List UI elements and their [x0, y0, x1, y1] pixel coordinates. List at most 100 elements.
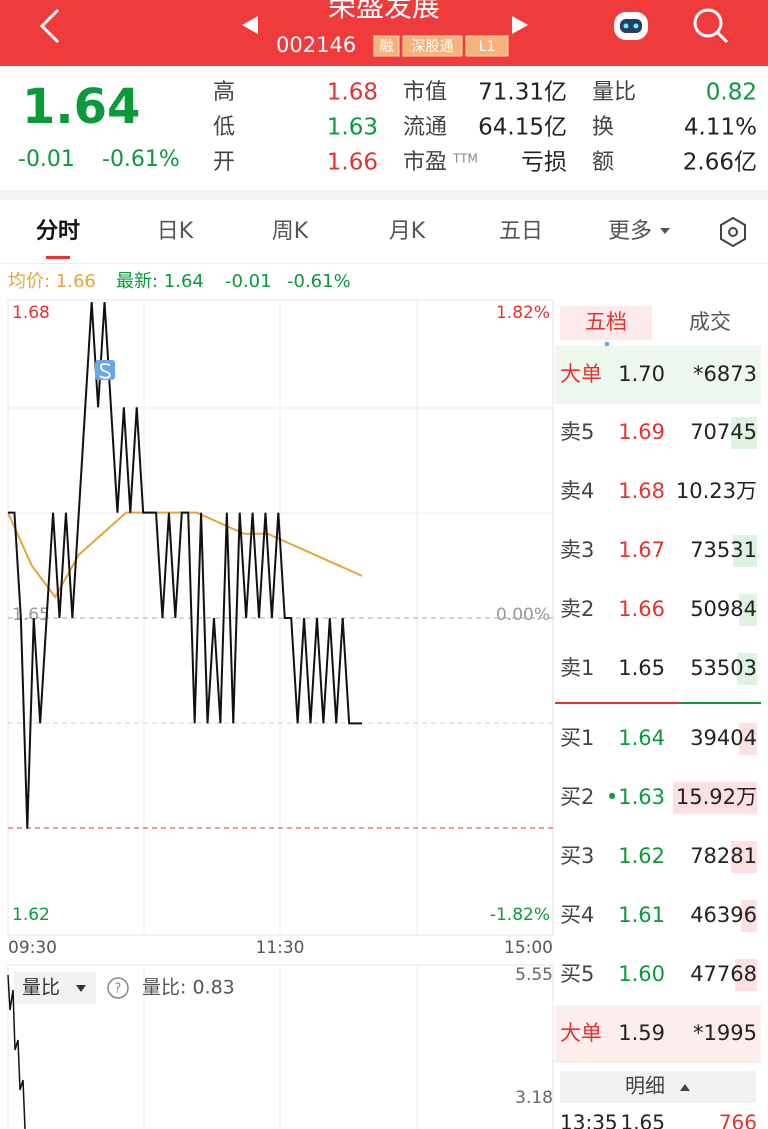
book-price: 1.69 [618, 420, 665, 444]
book-label: 大单 [560, 362, 602, 386]
price-change-pct: -0.61% [102, 147, 180, 172]
latest-price: 最新: 1.64 [116, 271, 204, 292]
avg-price: 均价: 1.66 [8, 271, 96, 292]
book-label: 买4 [560, 903, 594, 927]
volume-bar [739, 594, 757, 626]
tab-marker [605, 342, 609, 347]
book-label: 卖3 [560, 538, 594, 562]
book-price: 1.70 [618, 362, 665, 386]
last-price: 1.64 [22, 79, 140, 135]
divider [0, 263, 768, 264]
next-stock[interactable] [512, 16, 528, 34]
volume-ratio: 量比: 0.83 [142, 977, 235, 999]
book-label: 买1 [560, 726, 594, 750]
axis-low-pct: -1.82% [490, 905, 550, 925]
book-label: 买2 [560, 785, 594, 809]
book-volume: 47768 [690, 962, 757, 986]
book-price: 1.60 [618, 962, 665, 986]
book-label: 卖2 [560, 597, 594, 621]
tab-selected [560, 306, 652, 340]
field-label: 市盈 [403, 150, 447, 175]
latest-change-pct: -0.61% [287, 271, 351, 292]
field-value: 1.63 [327, 115, 378, 141]
book-price: •1.63 [606, 785, 665, 809]
book-volume: *1995 [693, 1021, 757, 1045]
field-value: 亏损 [521, 150, 567, 176]
book-price: 1.68 [618, 479, 665, 503]
search-icon[interactable] [693, 8, 729, 44]
book-price: 1.65 [618, 656, 665, 680]
help-q: ? [115, 982, 122, 997]
settings-icon-dot [728, 227, 738, 237]
tag-box [402, 35, 463, 57]
trade-price: 1.65 [620, 1111, 665, 1129]
book-price: 1.66 [618, 597, 665, 621]
book-volume: 39404 [690, 726, 757, 750]
book-label: 卖4 [560, 479, 594, 503]
book-price: 1.62 [618, 844, 665, 868]
volume-selector: 量比 [22, 977, 60, 999]
assistant-icon[interactable] [614, 12, 648, 40]
chart-tab[interactable]: 更多 [608, 219, 652, 244]
volume-bar [733, 535, 757, 567]
book-volume: 50984 [690, 597, 757, 621]
field-label: 额 [592, 150, 614, 175]
field-label: 市值 [403, 80, 447, 105]
field-value: 4.11% [684, 115, 757, 141]
book-volume: 46396 [690, 903, 757, 927]
prev-stock[interactable] [242, 16, 258, 34]
axis-mid-pct: 0.00% [496, 605, 550, 625]
field-sup: TTM [452, 152, 478, 166]
field-label: 开 [213, 150, 235, 175]
book-price: 1.67 [618, 538, 665, 562]
book-label: 买5 [560, 962, 594, 986]
volume-line [7, 974, 26, 1129]
book-volume: 53503 [690, 656, 757, 680]
book-tab[interactable]: 成交 [689, 310, 731, 334]
help-icon[interactable] [107, 977, 129, 999]
volume-bar [735, 959, 757, 991]
book-label: 卖1 [560, 656, 594, 680]
book-volume: *6873 [693, 362, 757, 386]
detail-label[interactable]: 明细 [625, 1074, 665, 1098]
field-value: 2.66亿 [683, 150, 757, 176]
chart-tab[interactable]: 周K [272, 219, 309, 244]
axis-high: 1.68 [12, 303, 50, 323]
chart-tab[interactable]: 分时 [36, 219, 80, 244]
tag-box [465, 35, 509, 57]
price-change: -0.01 [18, 147, 75, 172]
back-button[interactable] [39, 8, 60, 44]
detail-bar [560, 1071, 756, 1103]
divider [0, 190, 768, 200]
chart-tab[interactable]: 日K [157, 219, 194, 244]
stock-title: 荣盛发展 [328, 0, 440, 23]
book-volume: 78281 [690, 844, 757, 868]
field-value: 1.66 [327, 150, 378, 176]
stock-code: 002146 [276, 33, 356, 57]
latest-change: -0.01 [225, 271, 272, 292]
chart-tab[interactable]: 月K [389, 219, 426, 244]
dropdown-arrow [660, 228, 670, 234]
time-label: 11:30 [256, 938, 305, 958]
trade-volume: 766 [719, 1111, 757, 1129]
volume-bar [731, 841, 757, 873]
book-volume: 10.23万 [676, 479, 757, 503]
field-value: 71.31亿 [478, 80, 567, 106]
volume-bar [737, 653, 757, 685]
settings-icon[interactable] [720, 216, 746, 248]
tag: 融 [380, 39, 394, 55]
selector-arrow [76, 985, 86, 992]
book-volume: 15.92万 [676, 785, 757, 809]
book-label: 买3 [560, 844, 594, 868]
volume-frame [7, 964, 554, 1129]
field-label: 量比 [592, 80, 636, 105]
book-price: 1.61 [618, 903, 665, 927]
chart-tab[interactable]: 五日 [499, 219, 543, 244]
volume-bar [739, 723, 757, 755]
volume-tick: 3.18 [515, 1088, 553, 1108]
book-tab[interactable]: 五档 [585, 310, 627, 334]
trade-time: 13:35 [560, 1111, 618, 1129]
book-price: 1.59 [618, 1021, 665, 1045]
row-bg [555, 346, 761, 404]
time-label: 09:30 [8, 938, 57, 958]
